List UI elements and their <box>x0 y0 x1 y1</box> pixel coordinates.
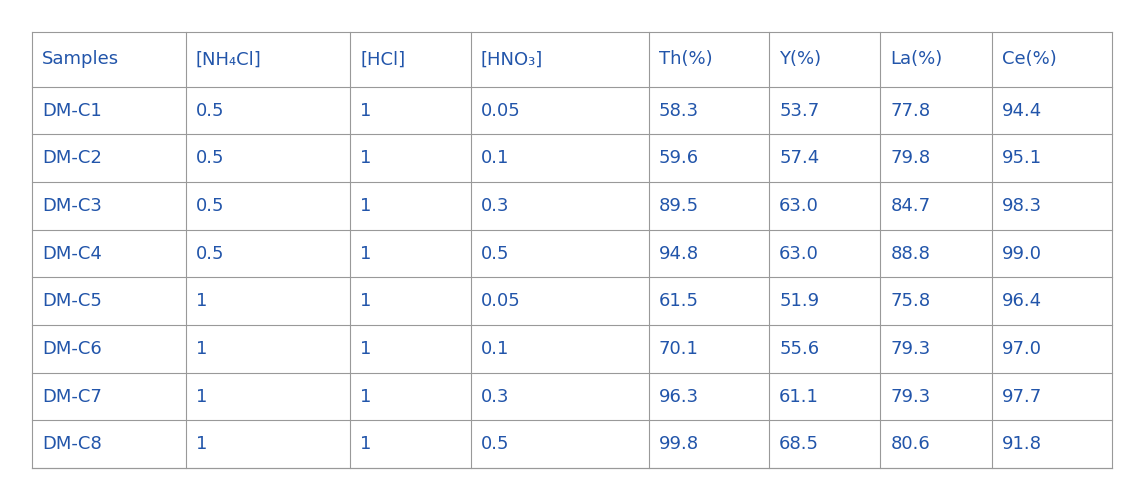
Text: Y(%): Y(%) <box>779 50 821 68</box>
Text: Samples: Samples <box>42 50 119 68</box>
Text: 97.0: 97.0 <box>1002 340 1042 358</box>
Text: 55.6: 55.6 <box>779 340 819 358</box>
Text: 1: 1 <box>360 244 372 263</box>
Text: 1: 1 <box>196 292 207 310</box>
Text: 91.8: 91.8 <box>1002 435 1042 453</box>
Text: 63.0: 63.0 <box>779 197 819 215</box>
Text: 70.1: 70.1 <box>659 340 699 358</box>
Text: [HCl]: [HCl] <box>360 50 406 68</box>
Text: 0.5: 0.5 <box>196 102 224 120</box>
Text: 61.1: 61.1 <box>779 387 819 406</box>
Text: 0.5: 0.5 <box>196 149 224 167</box>
Text: 0.3: 0.3 <box>480 197 509 215</box>
Text: 1: 1 <box>360 387 372 406</box>
Text: 99.0: 99.0 <box>1002 244 1042 263</box>
Text: 51.9: 51.9 <box>779 292 819 310</box>
Text: 75.8: 75.8 <box>890 292 930 310</box>
Text: 79.3: 79.3 <box>890 340 931 358</box>
Text: 94.4: 94.4 <box>1002 102 1042 120</box>
Text: 1: 1 <box>360 197 372 215</box>
Text: [HNO₃]: [HNO₃] <box>480 50 543 68</box>
Text: 77.8: 77.8 <box>890 102 930 120</box>
Text: 0.3: 0.3 <box>480 387 509 406</box>
Text: 0.05: 0.05 <box>480 102 521 120</box>
Text: 1: 1 <box>196 435 207 453</box>
Text: 88.8: 88.8 <box>890 244 930 263</box>
Text: 68.5: 68.5 <box>779 435 819 453</box>
Text: 1: 1 <box>360 102 372 120</box>
Text: 63.0: 63.0 <box>779 244 819 263</box>
Text: 98.3: 98.3 <box>1002 197 1042 215</box>
Text: 1: 1 <box>196 340 207 358</box>
Text: DM-C8: DM-C8 <box>42 435 102 453</box>
Text: 1: 1 <box>196 387 207 406</box>
Text: 79.3: 79.3 <box>890 387 931 406</box>
Text: 58.3: 58.3 <box>659 102 699 120</box>
Text: 0.1: 0.1 <box>480 149 509 167</box>
Text: 0.5: 0.5 <box>480 435 509 453</box>
Text: 1: 1 <box>360 340 372 358</box>
Text: 1: 1 <box>360 292 372 310</box>
Text: DM-C5: DM-C5 <box>42 292 102 310</box>
Text: 1: 1 <box>360 149 372 167</box>
Text: 0.5: 0.5 <box>480 244 509 263</box>
Text: La(%): La(%) <box>890 50 943 68</box>
Text: DM-C1: DM-C1 <box>42 102 102 120</box>
Text: 80.6: 80.6 <box>890 435 930 453</box>
Text: 57.4: 57.4 <box>779 149 819 167</box>
Text: [NH₄Cl]: [NH₄Cl] <box>196 50 261 68</box>
Text: 1: 1 <box>360 435 372 453</box>
Text: Th(%): Th(%) <box>659 50 713 68</box>
Text: 61.5: 61.5 <box>659 292 699 310</box>
Text: 0.05: 0.05 <box>480 292 521 310</box>
Text: 0.1: 0.1 <box>480 340 509 358</box>
Text: 0.5: 0.5 <box>196 244 224 263</box>
Text: DM-C6: DM-C6 <box>42 340 102 358</box>
Text: 96.4: 96.4 <box>1002 292 1042 310</box>
Text: 95.1: 95.1 <box>1002 149 1042 167</box>
Text: 84.7: 84.7 <box>890 197 930 215</box>
Text: DM-C3: DM-C3 <box>42 197 102 215</box>
Text: 94.8: 94.8 <box>659 244 699 263</box>
Text: 89.5: 89.5 <box>659 197 699 215</box>
Text: 96.3: 96.3 <box>659 387 699 406</box>
Text: DM-C7: DM-C7 <box>42 387 102 406</box>
Text: 59.6: 59.6 <box>659 149 699 167</box>
Text: 79.8: 79.8 <box>890 149 930 167</box>
Text: 99.8: 99.8 <box>659 435 699 453</box>
Text: DM-C4: DM-C4 <box>42 244 102 263</box>
Text: 97.7: 97.7 <box>1002 387 1042 406</box>
Text: Ce(%): Ce(%) <box>1002 50 1057 68</box>
Text: DM-C2: DM-C2 <box>42 149 102 167</box>
Text: 53.7: 53.7 <box>779 102 819 120</box>
Text: 0.5: 0.5 <box>196 197 224 215</box>
